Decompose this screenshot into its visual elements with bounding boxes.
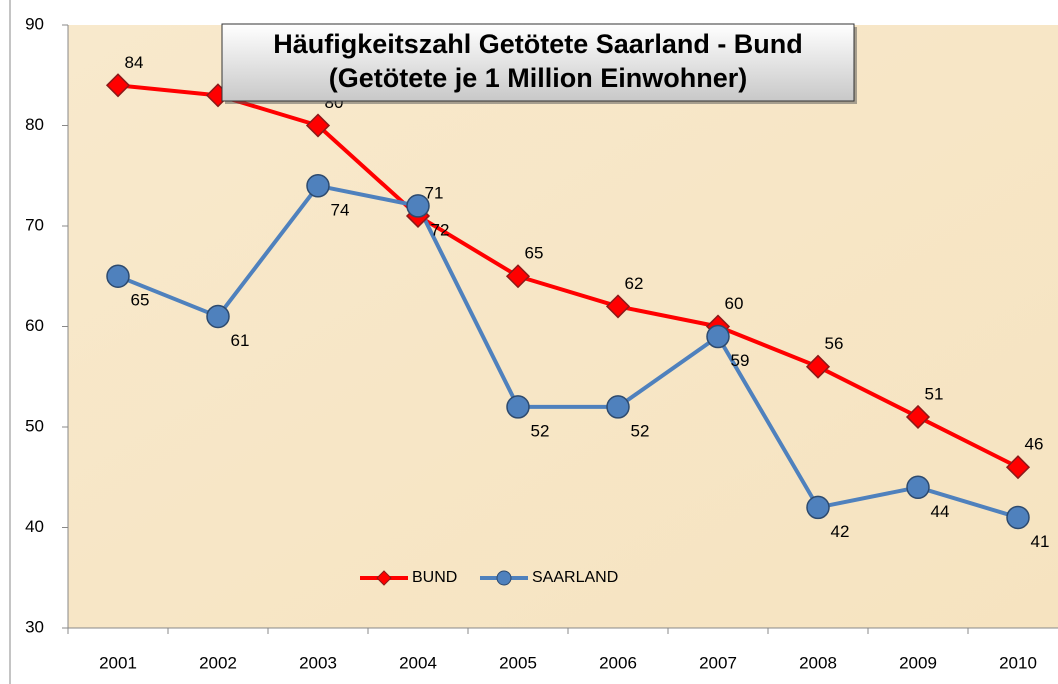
- x-tick-label: 2002: [199, 653, 237, 672]
- series-line: [117, 183, 1019, 520]
- x-tick-label: 2008: [799, 653, 837, 672]
- data-label: 52: [631, 421, 650, 440]
- y-tick-label: 50: [25, 416, 44, 435]
- data-label: 44: [931, 502, 950, 521]
- data-label: 72: [431, 220, 450, 239]
- data-label: 74: [331, 200, 350, 219]
- marker-circle: [906, 475, 930, 500]
- marker-circle: [606, 395, 630, 419]
- x-tick-label: 2004: [399, 653, 437, 672]
- data-label: 51: [925, 384, 944, 403]
- title-box: [221, 23, 855, 102]
- data-label: 52: [531, 421, 550, 440]
- data-label: 60: [725, 294, 744, 313]
- y-tick-label: 90: [25, 14, 44, 33]
- data-label: 84: [125, 53, 144, 72]
- data-label: 65: [525, 244, 544, 263]
- data-label: 62: [625, 274, 644, 293]
- legend-marker: [376, 570, 392, 586]
- y-tick-label: 80: [25, 115, 44, 134]
- series-line: [117, 83, 1019, 469]
- y-tick-label: 60: [25, 316, 44, 335]
- marker-circle: [406, 194, 430, 218]
- data-label: 46: [1025, 435, 1044, 454]
- marker-circle: [206, 304, 230, 329]
- data-label: 41: [1031, 532, 1050, 551]
- marker-diamond: [805, 354, 831, 379]
- marker-diamond: [605, 294, 631, 319]
- plot-area: [68, 25, 1058, 628]
- y-tick-label: 30: [25, 617, 44, 636]
- x-tick-label: 2009: [899, 653, 937, 672]
- x-tick-label: 2010: [999, 653, 1037, 672]
- chart-subtitle: (Getötete je 1 Million Einwohner): [329, 63, 748, 93]
- y-tick-label: 40: [25, 517, 44, 536]
- marker-diamond: [905, 404, 931, 430]
- marker-diamond: [105, 73, 131, 98]
- marker-circle: [306, 174, 330, 198]
- legend-marker: [496, 570, 512, 586]
- marker-diamond: [305, 113, 331, 138]
- marker-circle: [1006, 505, 1030, 530]
- y-tick-label: 70: [25, 215, 44, 234]
- marker-circle: [806, 495, 830, 520]
- marker-circle: [106, 264, 130, 288]
- data-label: 65: [131, 291, 150, 310]
- marker-circle: [506, 395, 530, 419]
- data-label: 59: [731, 351, 750, 370]
- marker-diamond: [505, 264, 531, 289]
- x-tick-label: 2005: [499, 653, 537, 672]
- x-tick-label: 2003: [299, 653, 337, 672]
- marker-circle: [706, 324, 730, 349]
- legend-label: SAARLAND: [532, 569, 618, 586]
- data-label: 71: [425, 183, 444, 202]
- x-tick-label: 2007: [699, 653, 737, 672]
- data-label: 61: [231, 331, 250, 350]
- x-tick-label: 2006: [599, 653, 637, 672]
- chart-title: Häufigkeitszahl Getötete Saarland - Bund: [273, 29, 803, 59]
- x-tick-label: 2001: [99, 653, 137, 672]
- marker-diamond: [1005, 455, 1031, 480]
- data-label: 56: [825, 334, 844, 353]
- data-label: 42: [831, 522, 850, 541]
- legend-label: BUND: [412, 569, 457, 586]
